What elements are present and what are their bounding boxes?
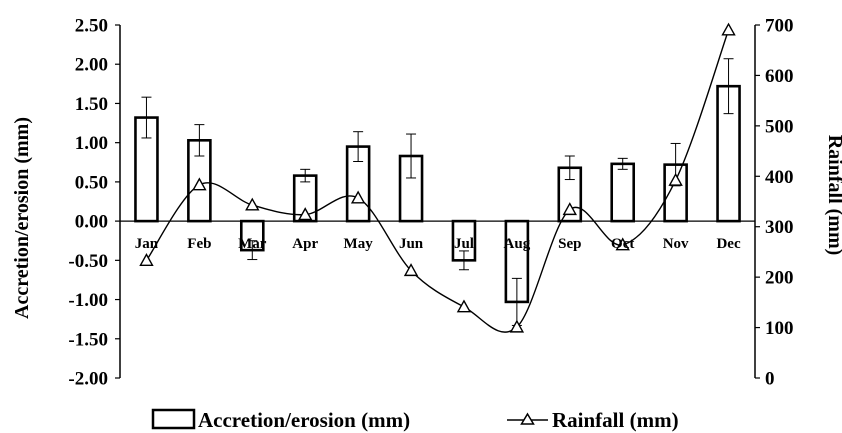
rainfall-point-Nov bbox=[668, 172, 683, 186]
category-label-Dec: Dec bbox=[716, 236, 740, 252]
rainfall-line-group bbox=[139, 22, 736, 333]
rainfall-point-Feb bbox=[192, 177, 207, 191]
legend-label-rainfall: Rainfall (mm) bbox=[552, 408, 679, 432]
right-tick-label: 300 bbox=[765, 217, 794, 238]
category-label-Nov: Nov bbox=[663, 236, 689, 252]
category-label-Mar: Mar bbox=[238, 236, 267, 252]
category-label-Apr: Apr bbox=[292, 236, 318, 252]
left-tick-label: -1.50 bbox=[68, 329, 108, 350]
right-tick-label: 700 bbox=[765, 16, 794, 37]
category-label-Oct: Oct bbox=[611, 236, 634, 252]
rainfall-line bbox=[145, 29, 730, 333]
right-tick-label: 200 bbox=[765, 268, 794, 289]
category-label-Jul: Jul bbox=[454, 236, 474, 252]
rainfall-point-Mar bbox=[245, 197, 260, 211]
right-tick-label: 600 bbox=[765, 66, 794, 87]
rainfall-point-Dec bbox=[721, 22, 736, 36]
rainfall-point-Apr bbox=[298, 207, 313, 221]
rainfall-point-May bbox=[350, 190, 366, 204]
left-tick-label: 1.00 bbox=[75, 133, 108, 154]
right-tick-label: 100 bbox=[765, 318, 794, 339]
category-label-Jan: Jan bbox=[135, 236, 159, 252]
legend: Accretion/erosion (mm) Rainfall (mm) bbox=[151, 408, 679, 432]
category-label-Aug: Aug bbox=[504, 236, 531, 252]
legend-triangle-marker bbox=[520, 412, 535, 425]
category-label-Sep: Sep bbox=[558, 236, 581, 252]
rainfall-point-Oct bbox=[615, 237, 630, 251]
rainfall-point-Aug bbox=[509, 319, 525, 333]
right-axis-ticks: 700 600 500 400 300 200 100 0 bbox=[755, 16, 794, 390]
category-label-May: May bbox=[344, 236, 374, 252]
rainfall-point-Jun bbox=[403, 263, 419, 277]
left-axis-ticks: 2.50 2.00 1.50 1.00 0.50 0.00 -0.50 -1.00 -1.50 -… bbox=[68, 16, 120, 390]
right-tick-label: 0 bbox=[765, 369, 775, 390]
left-tick-label: 2.00 bbox=[75, 55, 108, 76]
rainfall-point-Jan bbox=[139, 253, 154, 267]
left-tick-label: -0.50 bbox=[68, 251, 108, 272]
category-label-Jun: Jun bbox=[399, 236, 424, 252]
left-tick-label: 0.50 bbox=[75, 172, 108, 193]
right-tick-label: 500 bbox=[765, 116, 794, 137]
left-axis-title: Accretion/erosion (mm) bbox=[11, 117, 33, 319]
right-axis-title: Rainfall (mm) bbox=[824, 135, 842, 256]
plot-frame bbox=[119, 25, 756, 378]
legend-label-accretion: Accretion/erosion (mm) bbox=[198, 408, 410, 432]
rainfall-point-Jul bbox=[456, 299, 472, 313]
category-label-Feb: Feb bbox=[187, 236, 211, 252]
bars bbox=[134, 84, 741, 304]
left-tick-label: -1.00 bbox=[68, 290, 108, 311]
left-tick-label: -2.00 bbox=[68, 369, 108, 390]
left-tick-label: 1.50 bbox=[75, 94, 108, 115]
bar-Oct bbox=[610, 162, 636, 223]
left-tick-label: 2.50 bbox=[75, 16, 108, 37]
category-labels: Jan Feb Mar Apr May Jun Jul Aug Sep Oct Nov Dec bbox=[135, 236, 741, 252]
right-tick-label: 400 bbox=[765, 167, 794, 188]
legend-bar-swatch bbox=[151, 408, 196, 430]
rainfall-point-Sep bbox=[562, 202, 577, 216]
left-tick-label: 0.00 bbox=[75, 212, 108, 233]
axis-titles: Accretion/erosion (mm) Rainfall (mm) bbox=[11, 117, 842, 319]
